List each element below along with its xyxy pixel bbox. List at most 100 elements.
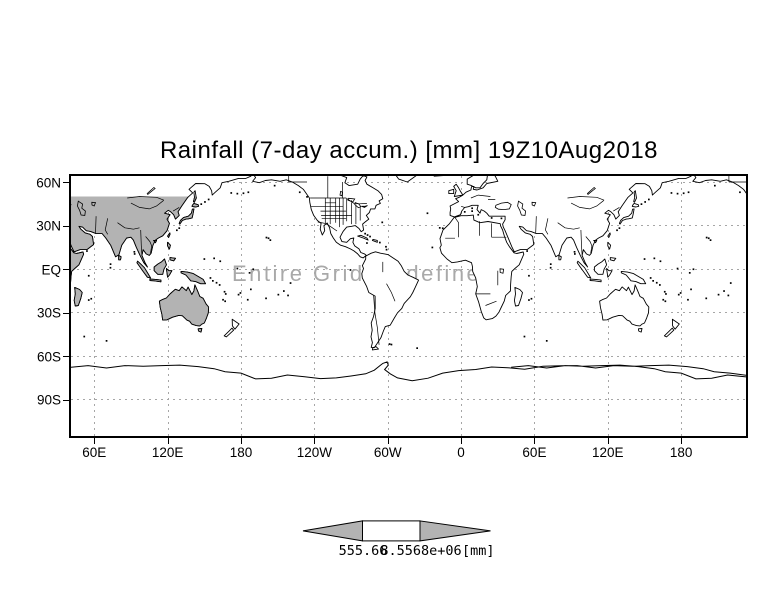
island-dot — [545, 340, 548, 342]
island-dot — [705, 297, 708, 300]
x-axis-label: 120W — [296, 445, 332, 460]
island-dot — [441, 227, 444, 230]
island-dot — [176, 229, 178, 232]
island-dot — [230, 192, 233, 194]
x-tick — [314, 438, 316, 444]
colorbar-left-arrow — [302, 520, 363, 542]
island-dot — [690, 288, 692, 291]
island-dot — [644, 201, 646, 203]
gridline-lat — [71, 268, 747, 270]
island-dot — [573, 251, 576, 253]
y-axis-label: 60S — [36, 349, 61, 365]
island-dot — [203, 258, 206, 260]
island-dot — [687, 191, 690, 194]
island-dot — [663, 290, 666, 293]
island-dot — [200, 203, 203, 205]
island-dot — [714, 184, 716, 187]
x-tick — [607, 438, 609, 444]
island-dot — [246, 298, 249, 301]
gridline-lat — [71, 312, 747, 314]
gridline-lat — [71, 225, 747, 227]
island-dot — [207, 198, 210, 201]
island-dot — [723, 290, 725, 292]
island-dot — [692, 268, 695, 271]
island-dot — [477, 213, 480, 216]
x-tick — [681, 438, 683, 444]
gridline-lon — [240, 176, 242, 436]
island-dot — [574, 253, 576, 255]
gridline-lon — [534, 176, 536, 436]
island-dot — [471, 210, 473, 212]
island-dot — [687, 298, 689, 301]
island-dot — [549, 266, 552, 269]
y-tick — [63, 356, 70, 358]
island-dot — [250, 288, 252, 291]
y-axis-label: 60N — [36, 175, 61, 190]
island-dot — [133, 253, 136, 255]
island-dot — [679, 292, 682, 294]
island-dot — [215, 281, 218, 284]
island-dot — [709, 239, 712, 241]
y-axis-label: 30S — [36, 305, 61, 321]
island-dot — [416, 347, 418, 349]
x-tick — [167, 438, 169, 444]
y-axis-label: 90S — [36, 392, 61, 408]
island-dot — [252, 268, 255, 271]
x-axis-label: 60E — [522, 445, 547, 460]
island-dot — [277, 293, 280, 296]
island-dot — [267, 237, 270, 240]
island-dot — [670, 192, 673, 194]
colorbar-unit: [mm] — [462, 543, 495, 559]
island-dot — [247, 191, 250, 194]
island-dot — [283, 290, 285, 292]
y-tick — [63, 312, 70, 314]
y-axis-label: 30N — [36, 218, 61, 234]
island-dot — [652, 280, 654, 282]
island-dot — [438, 227, 441, 229]
island-dot — [655, 281, 658, 284]
gridline-lon — [94, 176, 96, 436]
island-dot — [236, 192, 239, 195]
island-dot — [379, 241, 381, 244]
island-dot — [83, 335, 86, 338]
island-dot — [523, 335, 526, 338]
island-dot — [388, 343, 391, 345]
island-dot — [381, 221, 384, 224]
x-tick — [534, 438, 536, 444]
colorbar-label-right: 8.5568e+06 — [380, 543, 462, 559]
plot-title: Rainfall (7-day accum.) [mm] 19Z10Aug201… — [159, 137, 659, 164]
gridline-lon — [461, 176, 463, 436]
island-dot — [549, 263, 552, 265]
country-borders — [95, 176, 746, 345]
island-dot — [236, 267, 239, 270]
island-dot — [640, 203, 643, 205]
island-dot — [287, 294, 289, 297]
island-dot — [364, 232, 366, 235]
x-tick — [461, 438, 463, 444]
island-dot — [90, 297, 93, 300]
island-dot — [109, 266, 112, 269]
map-frame — [69, 174, 748, 438]
island-dot — [705, 236, 708, 239]
island-dot — [682, 192, 685, 195]
colorbar-right-arrow — [419, 520, 491, 542]
island-dot — [298, 191, 301, 194]
island-dot — [739, 191, 741, 194]
gridline-lon — [681, 176, 683, 436]
island-dot — [426, 212, 429, 215]
island-dot — [664, 300, 667, 303]
colorbar-label-left: 555.66 — [338, 543, 388, 559]
island-dot — [390, 343, 393, 346]
island-dot — [648, 198, 650, 201]
island-dot — [659, 284, 661, 286]
island-dot — [528, 299, 530, 301]
island-dot — [224, 300, 226, 303]
island-dot — [219, 260, 222, 263]
x-tick — [240, 438, 242, 444]
x-tick — [94, 438, 96, 444]
island-dot — [707, 237, 710, 240]
gridline-lat — [71, 181, 747, 183]
gridline-lat — [71, 399, 747, 401]
island-dot — [265, 297, 267, 300]
